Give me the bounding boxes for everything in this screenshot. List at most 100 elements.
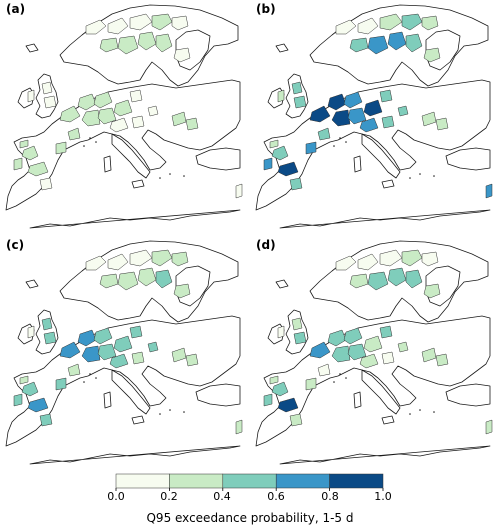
- ireland-coast: [267, 323, 285, 345]
- catchment-region: [349, 37, 369, 53]
- mainland-coast: [255, 315, 491, 447]
- britain-coast: [35, 73, 59, 119]
- italy-coast: [111, 369, 151, 415]
- catchment-region: [381, 351, 395, 365]
- sardinia-coast: [103, 391, 112, 409]
- catchment-region: [21, 381, 39, 397]
- catchment-region: [293, 95, 307, 109]
- catchment-region: [277, 89, 285, 103]
- colorbar-tick-1: 0.2: [160, 490, 178, 503]
- panel-label-c: (c): [6, 238, 25, 252]
- catchment-region: [331, 109, 351, 127]
- island-dot: [89, 373, 91, 375]
- island-dot: [345, 377, 347, 379]
- island-dot: [409, 413, 411, 415]
- catchment-region: [289, 177, 303, 191]
- catchment-region: [171, 347, 187, 363]
- catchment-region: [269, 139, 279, 149]
- catchment-region: [367, 35, 389, 55]
- island-dot: [409, 177, 411, 179]
- catchment-region: [347, 343, 367, 361]
- catchment-region: [397, 105, 409, 117]
- panel-label-d: (d): [256, 238, 276, 252]
- sicily-coast: [131, 415, 145, 425]
- island-dot: [95, 377, 97, 379]
- finland-coast: [425, 265, 461, 307]
- colorbar-segment: [329, 473, 384, 489]
- catchment-region: [129, 13, 153, 31]
- catchment-region: [435, 117, 449, 131]
- catchment-region: [277, 161, 299, 177]
- island-dot: [333, 381, 335, 383]
- panel-label-b: (b): [256, 2, 276, 16]
- island-dot: [183, 411, 185, 413]
- europe-map-c: [0, 236, 246, 466]
- catchment-region: [131, 351, 145, 365]
- mainland-coast: [5, 315, 241, 447]
- panel-label-a: (a): [6, 2, 26, 16]
- turkey-coast: [445, 147, 491, 171]
- scandinavia-coast: [59, 240, 239, 323]
- catchment-region: [291, 81, 303, 95]
- ireland-coast: [267, 87, 285, 109]
- catchment-region: [147, 105, 159, 117]
- catchment-region: [155, 33, 173, 53]
- mainland-coast: [255, 79, 491, 211]
- catchment-region: [129, 249, 153, 267]
- catchment-region: [343, 91, 363, 109]
- catchment-region: [397, 341, 409, 353]
- catchment-region: [59, 105, 81, 123]
- catchment-region: [343, 327, 363, 345]
- catchment-region: [43, 331, 57, 345]
- island-dot: [89, 137, 91, 139]
- catchment-region: [421, 347, 437, 363]
- island-dot: [83, 381, 85, 383]
- catchment-region: [387, 267, 407, 287]
- catchment-region: [485, 419, 493, 435]
- colorbar-tick-5: 1.0: [374, 490, 392, 503]
- catchment-region: [423, 283, 441, 299]
- catchment-region: [271, 381, 289, 397]
- mainland-coast: [5, 79, 241, 211]
- map-panel-b: (b): [250, 0, 496, 230]
- catchment-region: [357, 253, 379, 271]
- catchment-region: [349, 273, 369, 289]
- map-panel-a: (a): [0, 0, 246, 230]
- catchment-region: [379, 325, 393, 339]
- catchment-region: [19, 139, 29, 149]
- finland-coast: [175, 29, 211, 71]
- catchment-region: [235, 419, 243, 435]
- catchment-region: [13, 393, 23, 407]
- catchment-region: [13, 157, 23, 171]
- catchment-region: [151, 13, 173, 31]
- catchment-region: [263, 157, 273, 171]
- turkey-coast: [195, 383, 241, 407]
- africa-coast: [279, 445, 491, 465]
- catchment-region: [117, 35, 139, 55]
- catchment-region: [151, 249, 173, 267]
- catchment-region: [171, 15, 189, 31]
- catchment-region: [27, 325, 35, 339]
- catchment-region: [85, 255, 107, 271]
- colorbar-segment: [115, 473, 170, 489]
- iceland-coast: [25, 43, 39, 53]
- iceland-coast: [275, 279, 289, 289]
- catchment-region: [155, 269, 173, 289]
- catchment-region: [81, 345, 101, 363]
- scandinavia-coast: [309, 240, 489, 323]
- catchment-region: [77, 329, 97, 347]
- catchment-region: [93, 91, 113, 109]
- catchment-region: [289, 413, 303, 427]
- europe-map-d: [250, 236, 496, 466]
- catchment-region: [107, 17, 129, 35]
- iceland-coast: [25, 279, 39, 289]
- catchment-region: [129, 89, 143, 103]
- sardinia-coast: [353, 391, 362, 409]
- catchment-region: [185, 353, 199, 367]
- finland-coast: [425, 29, 461, 71]
- catchment-region: [147, 341, 159, 353]
- africa-coast: [29, 209, 241, 229]
- catchment-region: [41, 81, 53, 95]
- island-dot: [433, 411, 435, 413]
- island-dot: [159, 177, 161, 179]
